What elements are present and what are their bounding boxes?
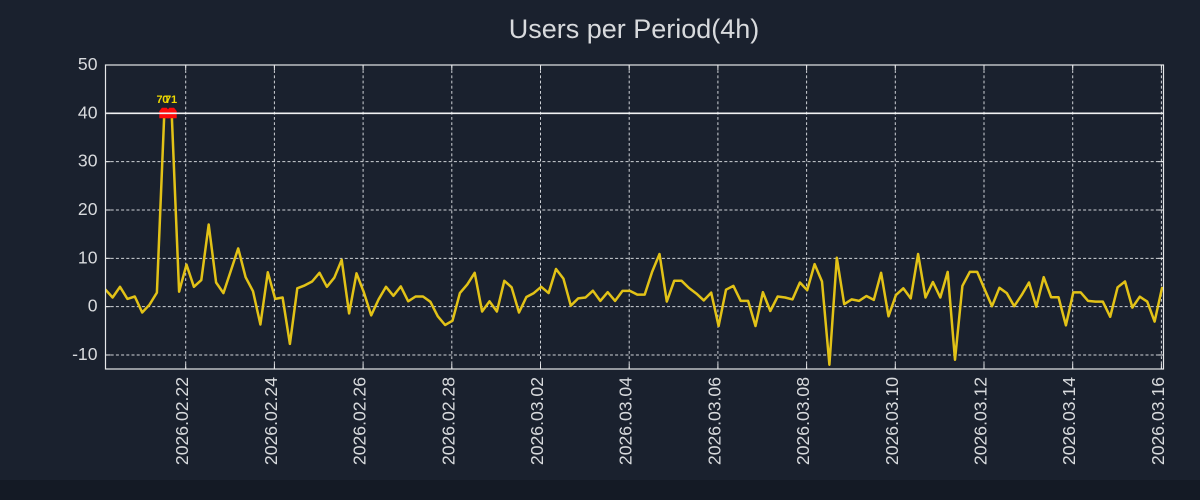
svg-text:2026.03.10: 2026.03.10 bbox=[882, 377, 902, 465]
svg-text:0: 0 bbox=[88, 296, 98, 316]
svg-text:2026.03.08: 2026.03.08 bbox=[793, 377, 813, 465]
svg-text:40: 40 bbox=[78, 102, 98, 122]
svg-text:2026.02.26: 2026.02.26 bbox=[350, 377, 370, 465]
svg-text:10: 10 bbox=[78, 247, 98, 267]
svg-text:2026.02.24: 2026.02.24 bbox=[261, 377, 281, 465]
svg-text:20: 20 bbox=[78, 199, 98, 219]
svg-text:50: 50 bbox=[78, 54, 98, 74]
svg-text:71: 71 bbox=[165, 94, 177, 106]
svg-text:2026.02.22: 2026.02.22 bbox=[172, 377, 192, 465]
svg-text:2026.03.02: 2026.03.02 bbox=[527, 377, 547, 465]
svg-text:2026.03.06: 2026.03.06 bbox=[704, 377, 724, 465]
svg-text:2026.03.14: 2026.03.14 bbox=[1059, 377, 1079, 465]
svg-text:2026.03.04: 2026.03.04 bbox=[616, 377, 636, 465]
svg-text:70: 70 bbox=[156, 94, 168, 106]
svg-text:Users per Period(4h): Users per Period(4h) bbox=[509, 14, 760, 44]
svg-text:30: 30 bbox=[78, 151, 98, 171]
svg-text:2026.03.12: 2026.03.12 bbox=[971, 377, 991, 465]
svg-text:2026.02.28: 2026.02.28 bbox=[438, 377, 458, 465]
svg-text:2026.03.16: 2026.03.16 bbox=[1148, 377, 1168, 465]
svg-text:-10: -10 bbox=[72, 344, 98, 364]
